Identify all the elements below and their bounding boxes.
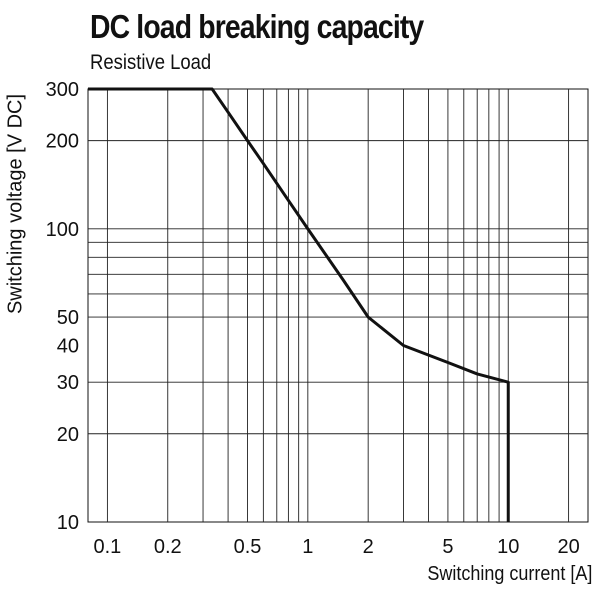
y-tick-label: 50 (57, 307, 79, 329)
x-tick-labels: 0.1 0.2 0.5 1 2 5 10 20 (94, 536, 580, 558)
plot-frame (87, 88, 589, 523)
y-tick-label: 40 (57, 336, 79, 358)
y-tick-label: 300 (46, 79, 79, 101)
x-tick-label: 0.5 (234, 536, 262, 558)
x-tick-label: 1 (302, 536, 313, 558)
chart-title: DC load breaking capacity (90, 8, 424, 45)
x-tick-label: 20 (557, 536, 579, 558)
y-tick-labels: 10 20 30 40 50 100 200 300 (46, 79, 79, 534)
y-tick-label: 200 (46, 131, 79, 153)
series (88, 87, 510, 522)
x-tick-label: 2 (363, 536, 374, 558)
y-tick-label: 20 (57, 424, 79, 446)
y-tick-label: 10 (57, 512, 79, 534)
x-axis-label: Switching current [A] (426, 563, 592, 585)
x-tick-label: 5 (442, 536, 453, 558)
y-tick-label: 30 (57, 372, 79, 394)
breaking-capacity-curve (88, 87, 510, 522)
chart-subtitle: Resistive Load (90, 51, 212, 74)
x-tick-label: 10 (497, 536, 519, 558)
x-tick-label: 0.2 (154, 536, 182, 558)
x-tick-label: 0.1 (94, 536, 122, 558)
y-tick-label: 100 (46, 219, 79, 241)
gridlines (88, 89, 588, 522)
